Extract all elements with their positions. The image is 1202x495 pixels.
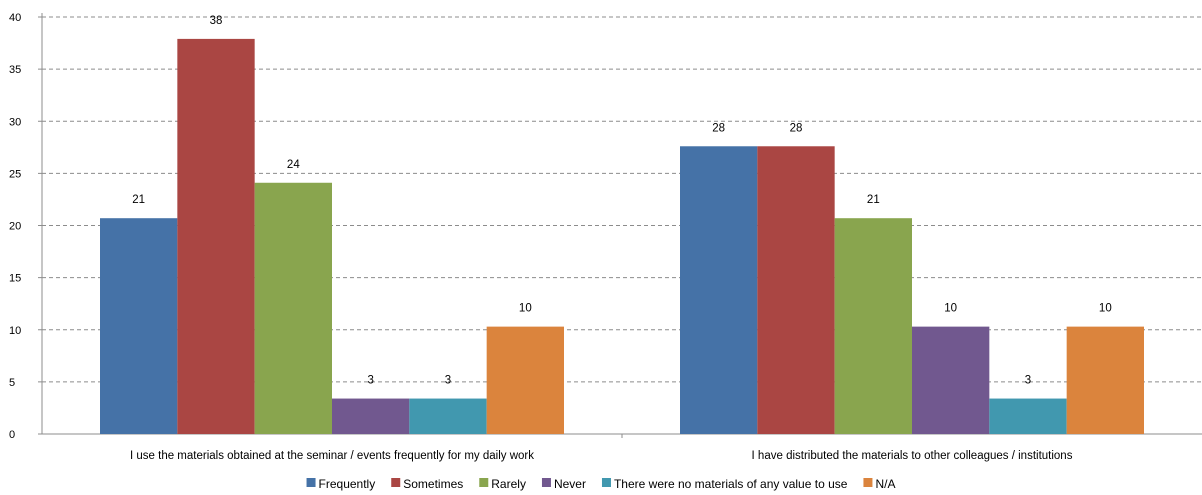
- x-category-label: I have distributed the materials to othe…: [752, 450, 1073, 462]
- legend-swatch: [306, 478, 316, 487]
- legend-label: There were no materials of any value to …: [614, 477, 848, 491]
- legend-swatch: [601, 478, 611, 487]
- y-tick-label: 0: [9, 429, 15, 441]
- data-label: 21: [132, 194, 145, 206]
- legend-label: Frequently: [319, 477, 376, 491]
- bar: [254, 182, 332, 434]
- legend-swatch: [479, 478, 489, 487]
- data-label: 28: [790, 122, 803, 134]
- data-label: 10: [519, 303, 532, 315]
- bar: [409, 398, 487, 434]
- legend-label: Sometimes: [403, 477, 463, 491]
- category-labels: I use the materials obtained at the semi…: [130, 450, 1073, 462]
- y-tick-label: 40: [9, 12, 21, 24]
- y-tick-label: 15: [9, 273, 21, 285]
- legend-swatch: [391, 478, 401, 487]
- bar: [834, 218, 912, 434]
- data-label: 10: [944, 303, 957, 315]
- y-axis-ticks: 0 5 10 15 20 25 30 35 40: [9, 12, 42, 441]
- legend-label: Never: [554, 477, 586, 491]
- data-label: 28: [712, 122, 725, 134]
- y-tick-label: 10: [9, 325, 21, 337]
- legend-swatch: [541, 478, 551, 487]
- bars: [100, 38, 1144, 435]
- data-label: 21: [867, 194, 880, 206]
- legend-swatch: [863, 478, 873, 487]
- data-label: 24: [287, 159, 300, 171]
- y-tick-label: 35: [9, 64, 21, 76]
- bar: [912, 326, 990, 434]
- bar: [1066, 326, 1144, 434]
- bar: [177, 38, 255, 435]
- bar: [100, 218, 178, 434]
- gridlines: [42, 16, 1202, 383]
- data-label: 38: [210, 15, 223, 27]
- legend-label: Rarely: [491, 477, 526, 491]
- legend: Frequently Sometimes Rarely Never There were…: [306, 477, 895, 491]
- data-label: 3: [445, 375, 451, 387]
- y-tick-label: 25: [9, 168, 21, 180]
- y-tick-label: 5: [9, 377, 15, 389]
- x-category-label: I use the materials obtained at the semi…: [130, 450, 534, 462]
- bar: [332, 398, 410, 434]
- bar: [486, 326, 564, 434]
- bar: [757, 146, 835, 434]
- bar: [989, 398, 1067, 434]
- data-labels: 21 38 24 3 3 10 28 28 21 10 3 10: [132, 15, 1111, 387]
- data-label: 3: [367, 375, 373, 387]
- y-tick-label: 30: [9, 116, 21, 128]
- y-tick-label: 20: [9, 221, 21, 233]
- bar: [680, 146, 758, 434]
- data-label: 3: [1025, 375, 1031, 387]
- data-label: 10: [1099, 303, 1112, 315]
- legend-label: N/A: [875, 477, 895, 491]
